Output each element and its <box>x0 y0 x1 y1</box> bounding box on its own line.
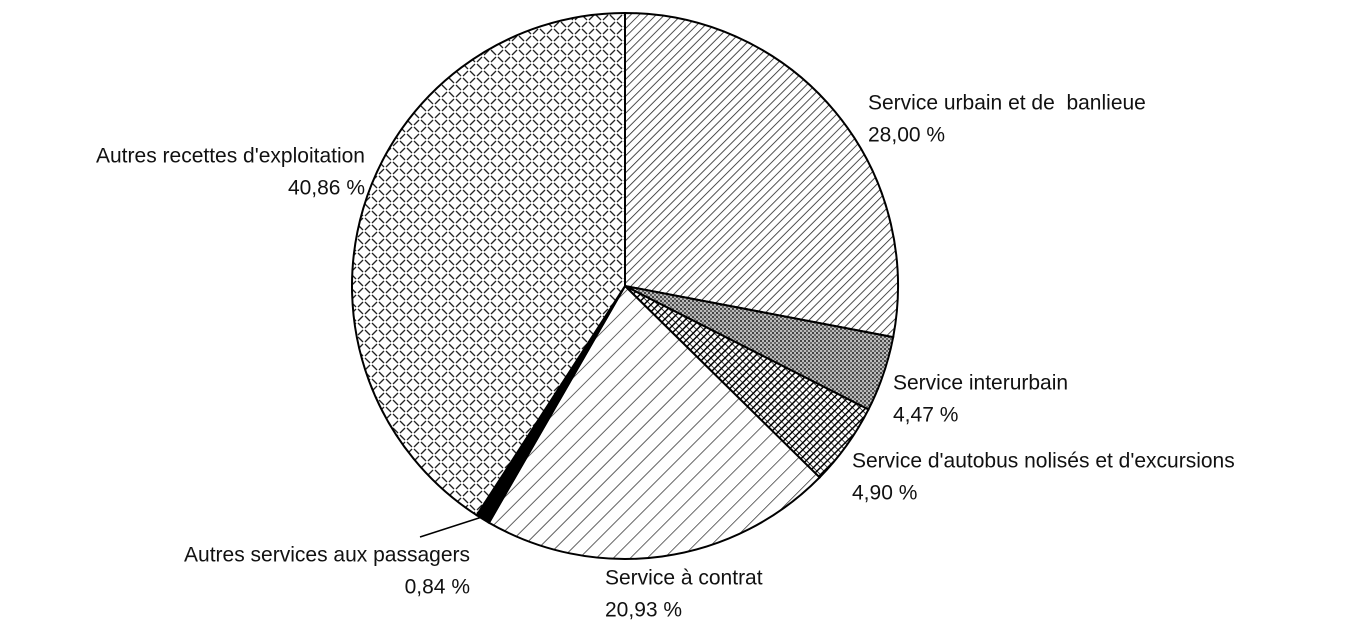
value-label: 40,86 % <box>288 177 365 200</box>
pie-slice <box>487 284 822 560</box>
pie-slice <box>351 11 626 517</box>
value-label: 20,93 % <box>605 599 682 622</box>
pie-slice <box>624 11 899 339</box>
slice-label: Service à contrat <box>605 567 763 590</box>
slice-label: Service urbain et de banlieue <box>868 92 1146 115</box>
value-label: 28,00 % <box>868 124 945 147</box>
value-label: 4,47 % <box>893 404 958 427</box>
slice-label: Autres services aux passagers <box>184 544 470 567</box>
leader-line <box>419 516 483 538</box>
value-label: 4,90 % <box>852 482 917 505</box>
slice-label: Autres recettes d'exploitation <box>96 145 365 168</box>
value-label: 0,84 % <box>405 576 470 599</box>
slice-label: Service interurbain <box>893 372 1068 395</box>
slice-label: Service d'autobus nolisés et d'excursion… <box>852 450 1235 473</box>
